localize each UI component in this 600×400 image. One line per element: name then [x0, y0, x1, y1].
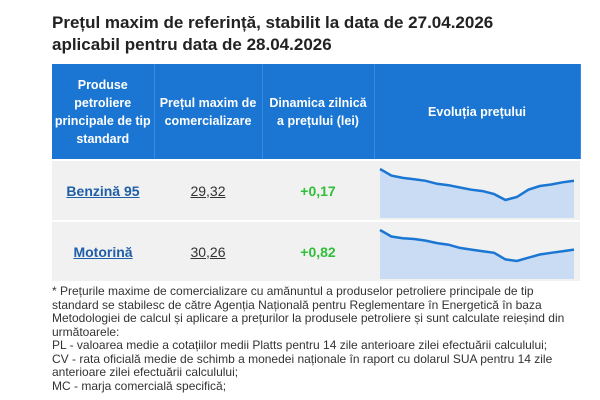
cell: Motorină: [52, 220, 154, 281]
sparkline-line: [379, 167, 575, 202]
price-table: Produse petroliere principale de tip sta…: [52, 64, 581, 281]
sparkline: [379, 228, 575, 279]
footnote-line: PL - valoarea medie a cotațiilor medii P…: [52, 338, 548, 352]
product-link[interactable]: Benzină 95: [66, 182, 140, 199]
cell: +0,82: [262, 220, 374, 281]
table-row: Motorină 30,26 +0,82: [52, 220, 580, 281]
title: Prețul maxim de referință, stabilit la d…: [52, 12, 582, 56]
content: Prețul maxim de referință, stabilit la d…: [52, 12, 582, 281]
title-line: Prețul maxim de referință, stabilit la d…: [52, 13, 494, 32]
price-change: +0,17: [300, 182, 336, 199]
sparkline-line: [379, 228, 575, 263]
cell: 29,32: [154, 159, 262, 221]
price-change: +0,82: [300, 243, 336, 260]
header-row: Produse petroliere principale de tip sta…: [52, 64, 581, 160]
sparkline: [379, 167, 575, 218]
cell: [374, 220, 580, 281]
column-header: Prețul maxim de comercializare: [154, 64, 263, 160]
cell: 30,26: [154, 220, 262, 281]
cell: Benzină 95: [52, 159, 154, 221]
price: 29,32: [190, 182, 226, 199]
column-header: Evoluția prețului: [374, 64, 581, 160]
column-header: Produse petroliere principale de tip sta…: [52, 64, 155, 160]
footnote-line: CV - rata oficială medie de schimb a mon…: [52, 351, 553, 379]
title-line: aplicabil pentru data de 28.04.2026: [52, 35, 332, 54]
table-row: Benzină 95 29,32 +0,17: [52, 159, 580, 221]
footnote: * Prețurile maxime de comercializare cu …: [52, 284, 572, 393]
column-header: Dinamica zilnică a prețului (lei): [262, 64, 375, 160]
cell: [374, 159, 580, 221]
cell: +0,17: [262, 159, 374, 221]
product-link[interactable]: Motorină: [73, 243, 133, 260]
price: 30,26: [190, 243, 226, 260]
sparkline-area: [380, 169, 574, 218]
footnote-line: MC - marja comercială specifică;: [52, 378, 227, 393]
footnote-line: * Prețurile maxime de comercializare cu …: [52, 284, 565, 339]
